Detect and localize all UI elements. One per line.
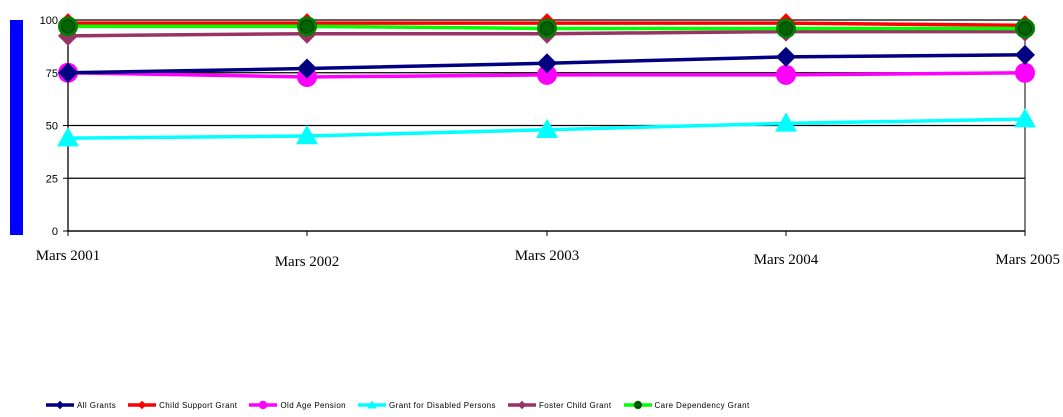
legend-swatch-old-age-pension xyxy=(249,400,278,410)
legend-marker-foster-child-grant xyxy=(517,400,527,410)
data-point-old-age-pension-2 xyxy=(537,64,557,85)
legend-item-old-age-pension: Old Age Pension xyxy=(249,400,346,410)
data-point-all-grants-4 xyxy=(1015,44,1035,65)
x-tick-label-3: Mars 2004 xyxy=(754,252,819,268)
data-point-old-age-pension-4 xyxy=(1015,62,1035,83)
x-tick-label-0: Mars 2001 xyxy=(36,248,101,264)
data-point-grant-for-disabled-persons-1 xyxy=(296,125,318,145)
line-chart: 0 25 50 75 100 Mars 2001 Mars 2002 Mars 2003 Mar… xyxy=(36,13,1060,270)
y-tick-label-2: 50 xyxy=(46,121,58,133)
legend-marker-all-grants xyxy=(55,400,65,410)
legend-label-foster-child-grant: Foster Child Grant xyxy=(538,400,612,410)
legend-swatch-grant-for-disabled-persons xyxy=(358,400,387,410)
data-point-care-dependency-grant-4-inner xyxy=(1018,21,1032,36)
data-point-all-grants-2 xyxy=(537,53,557,74)
series-all-grants xyxy=(58,44,1035,83)
x-tick-label-4: Mars 2005 xyxy=(995,252,1060,268)
y-tick-label-3: 75 xyxy=(46,68,58,80)
data-point-grant-for-disabled-persons-0 xyxy=(57,127,79,147)
legend-marker-grant-for-disabled-persons xyxy=(367,400,377,409)
data-point-care-dependency-grant-1-inner xyxy=(300,19,314,34)
legend-marker-care-dependency-grant xyxy=(633,400,642,410)
legend-label-all-grants: All Grants xyxy=(77,400,117,410)
legend-swatch-care-dependency-grant xyxy=(623,400,652,410)
legend: All Grants Child Support Grant Old Age Pen… xyxy=(46,396,762,414)
data-point-grant-for-disabled-persons-2 xyxy=(536,118,558,138)
data-point-care-dependency-grant-2 xyxy=(537,18,557,39)
accent-bar xyxy=(10,20,23,235)
data-point-care-dependency-grant-0 xyxy=(58,16,78,37)
data-point-care-dependency-grant-1 xyxy=(297,16,317,37)
legend-swatch-child-support-grant xyxy=(128,400,157,410)
data-point-all-grants-0 xyxy=(58,62,78,83)
y-tick-label-1: 25 xyxy=(46,173,58,185)
legend-label-grant-for-disabled-persons: Grant for Disabled Persons xyxy=(389,400,496,410)
data-point-care-dependency-grant-3 xyxy=(776,18,796,39)
series-care-dependency-grant xyxy=(58,16,1035,39)
legend-item-child-support-grant: Child Support Grant xyxy=(128,400,237,410)
legend-item-care-dependency-grant: Care Dependency Grant xyxy=(623,400,750,410)
legend-marker-child-support-grant xyxy=(137,400,147,410)
data-point-care-dependency-grant-0-inner xyxy=(61,19,75,34)
data-point-all-grants-1 xyxy=(297,58,317,79)
data-point-grant-for-disabled-persons-3 xyxy=(775,112,797,132)
series-grant-for-disabled-persons xyxy=(57,108,1036,147)
x-tick-label-2: Mars 2003 xyxy=(515,248,580,264)
data-point-care-dependency-grant-2-inner xyxy=(540,21,554,36)
y-tick-label-0: 0 xyxy=(52,226,58,238)
data-point-all-grants-3 xyxy=(776,46,796,67)
legend-item-foster-child-grant: Foster Child Grant xyxy=(507,400,612,410)
legend-marker-care-dependency-grant-inner xyxy=(634,401,641,409)
y-tick-label-4: 100 xyxy=(40,15,58,27)
x-tick-label-1: Mars 2002 xyxy=(275,254,340,270)
legend-swatch-foster-child-grant xyxy=(507,400,536,410)
legend-label-old-age-pension: Old Age Pension xyxy=(280,400,347,410)
data-point-care-dependency-grant-3-inner xyxy=(779,21,793,36)
data-point-old-age-pension-3 xyxy=(776,64,796,85)
legend-item-all-grants: All Grants xyxy=(46,400,116,410)
legend-label-child-support-grant: Child Support Grant xyxy=(159,400,238,410)
legend-label-care-dependency-grant: Care Dependency Grant xyxy=(654,400,750,410)
legend-swatch-all-grants xyxy=(46,400,74,410)
legend-item-grant-for-disabled-persons: Grant for Disabled Persons xyxy=(358,400,496,410)
data-point-grant-for-disabled-persons-4 xyxy=(1014,108,1036,128)
data-point-care-dependency-grant-4 xyxy=(1015,18,1035,39)
legend-marker-old-age-pension xyxy=(259,400,268,410)
